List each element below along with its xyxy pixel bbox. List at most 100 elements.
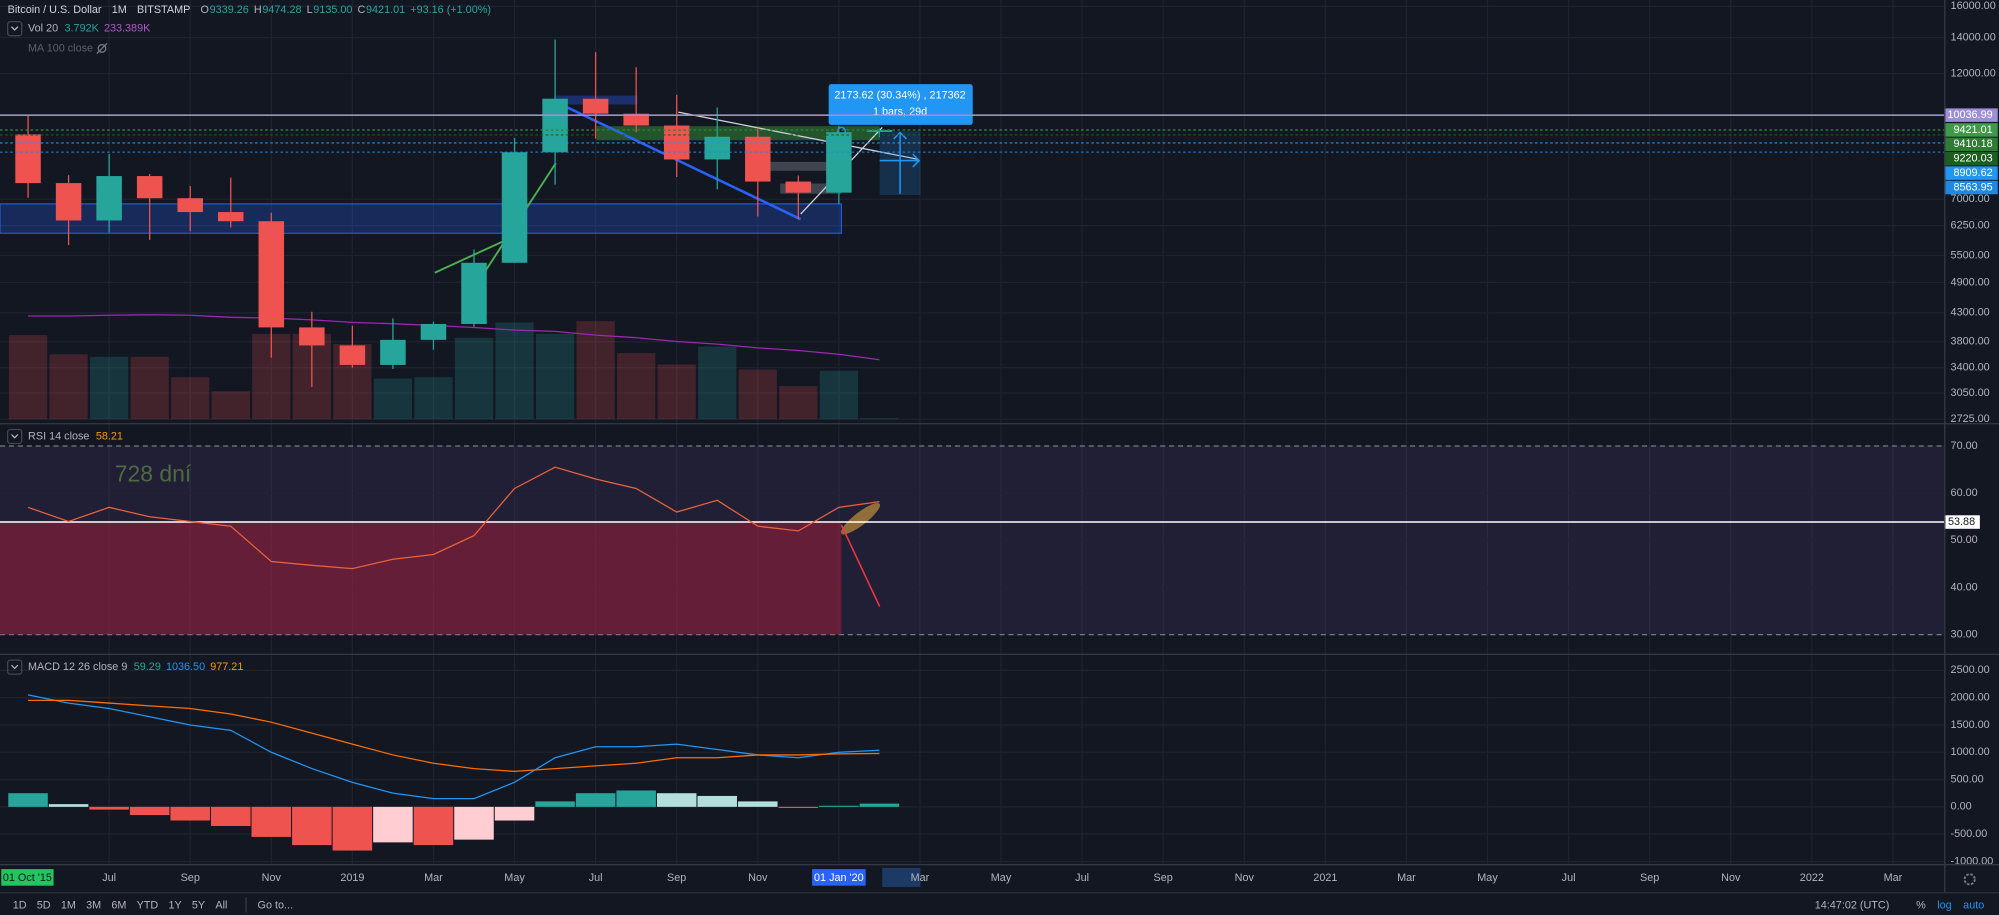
volume-bar	[171, 377, 210, 420]
legend-value: 977.21	[210, 661, 243, 673]
x-tick-label: May	[991, 872, 1012, 884]
trend-line	[555, 100, 802, 221]
time-range-highlight	[882, 867, 921, 887]
candle-body	[177, 198, 203, 213]
x-tick-label: Jul	[1562, 872, 1576, 884]
macd-histogram-bar	[48, 804, 89, 807]
measure-arrows	[879, 131, 921, 194]
legend-title: MACD 12 26 close 9	[28, 661, 127, 673]
ohlc-label: L	[307, 4, 313, 16]
volume-bar	[8, 335, 48, 420]
axis-option[interactable]: log	[1937, 899, 1951, 911]
y-tick-label: 60.00	[1951, 487, 1978, 499]
y-tick-label: 40.00	[1951, 581, 1978, 593]
ellipse-drawing	[841, 502, 881, 535]
volume-bar	[211, 391, 250, 420]
ohlc-value: 9421.01	[366, 4, 405, 16]
volume-bar	[90, 356, 129, 420]
settings-icon[interactable]	[1963, 873, 1976, 886]
price-level-label: 9220.03	[1953, 153, 1992, 165]
volume-ma-line	[28, 314, 880, 361]
ohlc-value: 9135.00	[313, 4, 352, 16]
grid	[0, 0, 1945, 865]
y-tick-label: 16000.00	[1951, 0, 1996, 12]
range-button[interactable]: 1M	[61, 899, 76, 911]
y-tick-label: 14000.00	[1951, 31, 1996, 43]
macd-histogram-bar	[859, 803, 900, 807]
y-tick-label: 1500.00	[1951, 719, 1990, 731]
y-tick-label: -1000.00	[1951, 855, 1994, 867]
price-level-label: 8563.95	[1953, 181, 1992, 193]
range-button[interactable]: 1D	[13, 899, 27, 911]
candle-body	[136, 176, 163, 199]
chevron	[11, 26, 19, 31]
rsi-line	[27, 466, 880, 570]
macd-histogram-bar	[454, 806, 494, 840]
ohlc-value: 9339.26	[210, 4, 249, 16]
range-button[interactable]: 5D	[37, 899, 51, 911]
macd-line	[27, 694, 880, 800]
collapse-button[interactable]	[7, 428, 23, 445]
x-tick-label: 2022	[1800, 872, 1824, 884]
price-level-box	[1944, 108, 1998, 122]
macd-histogram-bar	[656, 793, 697, 807]
volume-bar	[698, 346, 737, 420]
volume-bar	[779, 386, 818, 420]
macd-histogram-bar	[251, 806, 292, 837]
volume-bar	[860, 418, 899, 420]
trend-line	[840, 524, 881, 607]
y-tick-label: 3400.00	[1951, 362, 1990, 374]
range-button[interactable]: 1Y	[168, 899, 181, 911]
axis-option[interactable]: auto	[1963, 899, 1984, 911]
x-tick-label: Jul	[589, 872, 603, 884]
x-tick-label: Nov	[1235, 872, 1255, 884]
macd-histogram-bar	[210, 806, 251, 826]
candle-body	[501, 152, 528, 263]
price-level-box	[1944, 123, 1998, 137]
candle-body	[420, 323, 447, 340]
rsi-level-label: 53.88	[1948, 516, 1975, 528]
hidden-eye-icon[interactable]	[97, 43, 107, 53]
candle-body	[866, 129, 893, 132]
change: +93.16 (+1.00%)	[410, 4, 491, 16]
chevron	[11, 664, 19, 670]
y-tick-label: 12000.00	[1951, 67, 1996, 79]
collapse-button[interactable]	[7, 659, 23, 675]
range-button[interactable]: 5Y	[192, 899, 205, 911]
price-level-box	[1944, 180, 1998, 195]
legend-value: 233.389K	[104, 23, 151, 35]
price-level-box	[1944, 137, 1998, 152]
range-button[interactable]: All	[215, 899, 227, 911]
macd-line	[28, 699, 880, 773]
axis-option[interactable]: %	[1916, 899, 1926, 911]
price-level-label: 9410.18	[1953, 138, 1992, 150]
collapse-button[interactable]	[7, 21, 23, 37]
candle-body	[623, 113, 649, 126]
rsi-zone	[0, 521, 842, 635]
price-level-label: 10036.99	[1947, 109, 1992, 121]
y-tick-label: 70.00	[1951, 440, 1978, 452]
collapse-buttons[interactable]	[7, 21, 23, 675]
macd-histogram-bar	[89, 806, 129, 810]
y-tick-label: 6250.00	[1951, 219, 1990, 231]
x-tick-label: Sep	[667, 872, 686, 884]
trend-line	[678, 111, 919, 160]
zone-rect	[0, 203, 842, 234]
x-tick-label: 01 Jan '20	[814, 872, 864, 884]
y-tick-label: 2000.00	[1951, 691, 1990, 703]
volume-bar	[373, 378, 413, 420]
y-tick-label: -500.00	[1951, 828, 1988, 840]
legend-value: 1036.50	[166, 661, 205, 673]
range-button[interactable]: 6M	[111, 899, 126, 911]
legend-title: MA 100 close	[28, 42, 93, 54]
range-button[interactable]: YTD	[137, 899, 159, 911]
cursor-date-box	[1, 869, 54, 886]
cursor-date: 01 Oct '15	[3, 872, 52, 884]
ohlc-label: O	[201, 4, 209, 16]
x-tick-label: Sep	[1154, 872, 1173, 884]
candle-body	[299, 327, 325, 346]
range-button[interactable]: 3M	[86, 899, 101, 911]
goto-button[interactable]: Go to...	[258, 899, 294, 911]
candle-body	[785, 181, 812, 193]
